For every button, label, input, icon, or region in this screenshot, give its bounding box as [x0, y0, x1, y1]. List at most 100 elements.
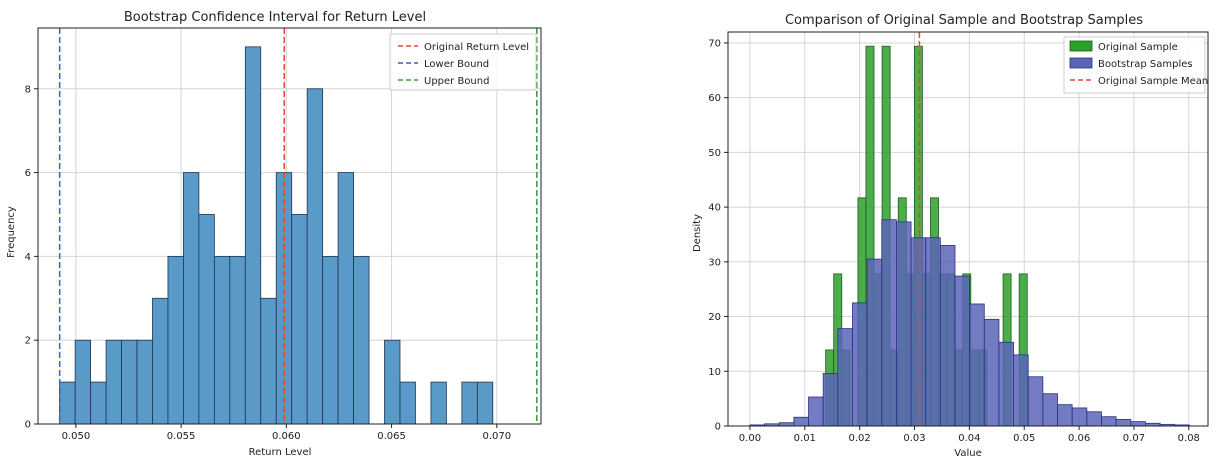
- y-tick-label: 8: [25, 84, 31, 95]
- legend-label: Original Sample Mean: [1098, 76, 1208, 87]
- y-tick-label: 6: [25, 168, 31, 179]
- histogram-bar: [822, 373, 839, 427]
- x-tick-label: 0.060: [272, 431, 301, 442]
- histogram-bar: [1130, 421, 1146, 427]
- comparison-panel: Comparison of Original Sample and Bootst…: [692, 13, 1209, 459]
- x-tick-label: 0.04: [958, 433, 980, 444]
- histogram-bar: [213, 255, 231, 425]
- x-tick-label: 0.05: [1013, 433, 1035, 444]
- histogram-bar: [910, 237, 927, 427]
- histogram-bar: [866, 258, 883, 427]
- histogram-bar: [881, 219, 897, 427]
- y-tick-label: 70: [708, 38, 721, 49]
- histogram-bar: [399, 381, 416, 425]
- histogram-bar: [1071, 407, 1088, 427]
- histogram-bar: [260, 297, 277, 425]
- x-tick-label: 0.070: [482, 431, 511, 442]
- histogram-bar: [337, 172, 354, 425]
- y-tick-label: 30: [708, 257, 721, 268]
- histogram-bar: [183, 172, 200, 425]
- histogram-bar: [1013, 354, 1029, 427]
- y-axis-label: Density: [692, 214, 703, 252]
- x-tick-label: 0.02: [849, 433, 871, 444]
- x-tick-label: 0.06: [1068, 433, 1090, 444]
- y-tick-label: 4: [25, 252, 31, 263]
- histogram-bar: [198, 214, 215, 425]
- y-tick-label: 60: [708, 93, 721, 104]
- y-ticks: 0 10 20 30 40 50 60 70: [708, 38, 728, 433]
- histogram-bar: [105, 339, 122, 425]
- histogram-bar: [1057, 404, 1073, 427]
- histogram-bar: [167, 255, 184, 425]
- histogram-bar: [90, 381, 107, 425]
- histogram-bar: [983, 318, 1000, 427]
- legend-label: Original Return Level: [424, 42, 529, 53]
- histogram-bar: [121, 339, 138, 425]
- histogram-bar: [1086, 411, 1102, 427]
- histogram-bar: [74, 339, 92, 425]
- legend-swatch-bootstrap-samples: [1069, 57, 1093, 69]
- legend-label: Lower Bound: [424, 59, 489, 70]
- chart-title: Comparison of Original Sample and Bootst…: [785, 13, 1143, 28]
- histogram-bar: [1042, 393, 1058, 427]
- histogram-bar: [384, 339, 401, 425]
- histogram-bar: [1101, 416, 1117, 427]
- histogram-bar: [461, 381, 478, 425]
- x-axis-label: Value: [954, 448, 981, 459]
- histogram-panel: Bootstrap Confidence Interval for Return…: [6, 10, 542, 458]
- reference-lines: [58, 28, 538, 424]
- histogram-bar: [939, 245, 956, 427]
- legend-label: Bootstrap Samples: [1098, 59, 1193, 70]
- histogram-bar: [430, 381, 447, 425]
- histogram-bar: [852, 302, 868, 427]
- histogram-bar: [136, 339, 153, 425]
- x-tick-label: 0.08: [1178, 433, 1200, 444]
- histogram-bar: [476, 381, 494, 425]
- plot-frame: [727, 31, 1209, 427]
- histogram-bar: [896, 221, 912, 427]
- x-axis-label: Return Level: [249, 447, 312, 458]
- y-tick-label: 0: [715, 422, 721, 433]
- x-tick-label: 0.00: [739, 433, 761, 444]
- x-tick-label: 0.07: [1123, 433, 1145, 444]
- x-ticks: 0.00 0.01 0.02 0.03 0.04 0.05 0.06 0.07 0.08: [739, 426, 1200, 444]
- plot-frame: [37, 27, 542, 425]
- x-ticks: 0.050 0.055 0.060 0.065 0.070: [62, 424, 511, 442]
- histogram-bar: [322, 255, 339, 425]
- histogram-bar: [244, 46, 262, 425]
- y-tick-label: 2: [25, 336, 31, 347]
- bars: [59, 46, 494, 425]
- histogram-bar: [353, 255, 370, 425]
- x-tick-label: 0.03: [903, 433, 925, 444]
- histogram-bar: [306, 88, 324, 425]
- y-tick-label: 20: [708, 312, 721, 323]
- histogram-bar: [152, 297, 169, 425]
- histogram-bar: [925, 237, 941, 427]
- y-tick-label: 0: [25, 420, 31, 431]
- histogram-bar: [1115, 419, 1132, 427]
- y-tick-label: 10: [708, 367, 721, 378]
- histogram-bar: [969, 303, 985, 427]
- histogram-bar: [998, 341, 1014, 427]
- x-tick-label: 0.065: [377, 431, 406, 442]
- legend-swatch-original-sample: [1069, 40, 1093, 52]
- histogram-bar: [793, 416, 809, 427]
- x-tick-label: 0.050: [62, 431, 91, 442]
- histogram-bar: [954, 275, 971, 427]
- histogram-bar: [59, 381, 76, 425]
- y-axis-label: Frequency: [6, 206, 17, 258]
- y-tick-label: 50: [708, 148, 721, 159]
- x-tick-label: 0.055: [167, 431, 196, 442]
- x-tick-label: 0.01: [794, 433, 816, 444]
- histogram-bar: [837, 328, 853, 427]
- histogram-bar: [808, 396, 824, 427]
- histogram-bar: [229, 255, 246, 425]
- legend: Original Sample Bootstrap Samples Origin…: [1063, 36, 1208, 94]
- y-tick-label: 40: [708, 203, 721, 214]
- histogram-bar: [291, 214, 308, 425]
- y-ticks: 0 2 4 6 8: [25, 84, 38, 431]
- legend-label: Original Sample: [1098, 42, 1178, 53]
- chart-title: Bootstrap Confidence Interval for Return…: [124, 10, 426, 25]
- legend-label: Upper Bound: [424, 76, 489, 87]
